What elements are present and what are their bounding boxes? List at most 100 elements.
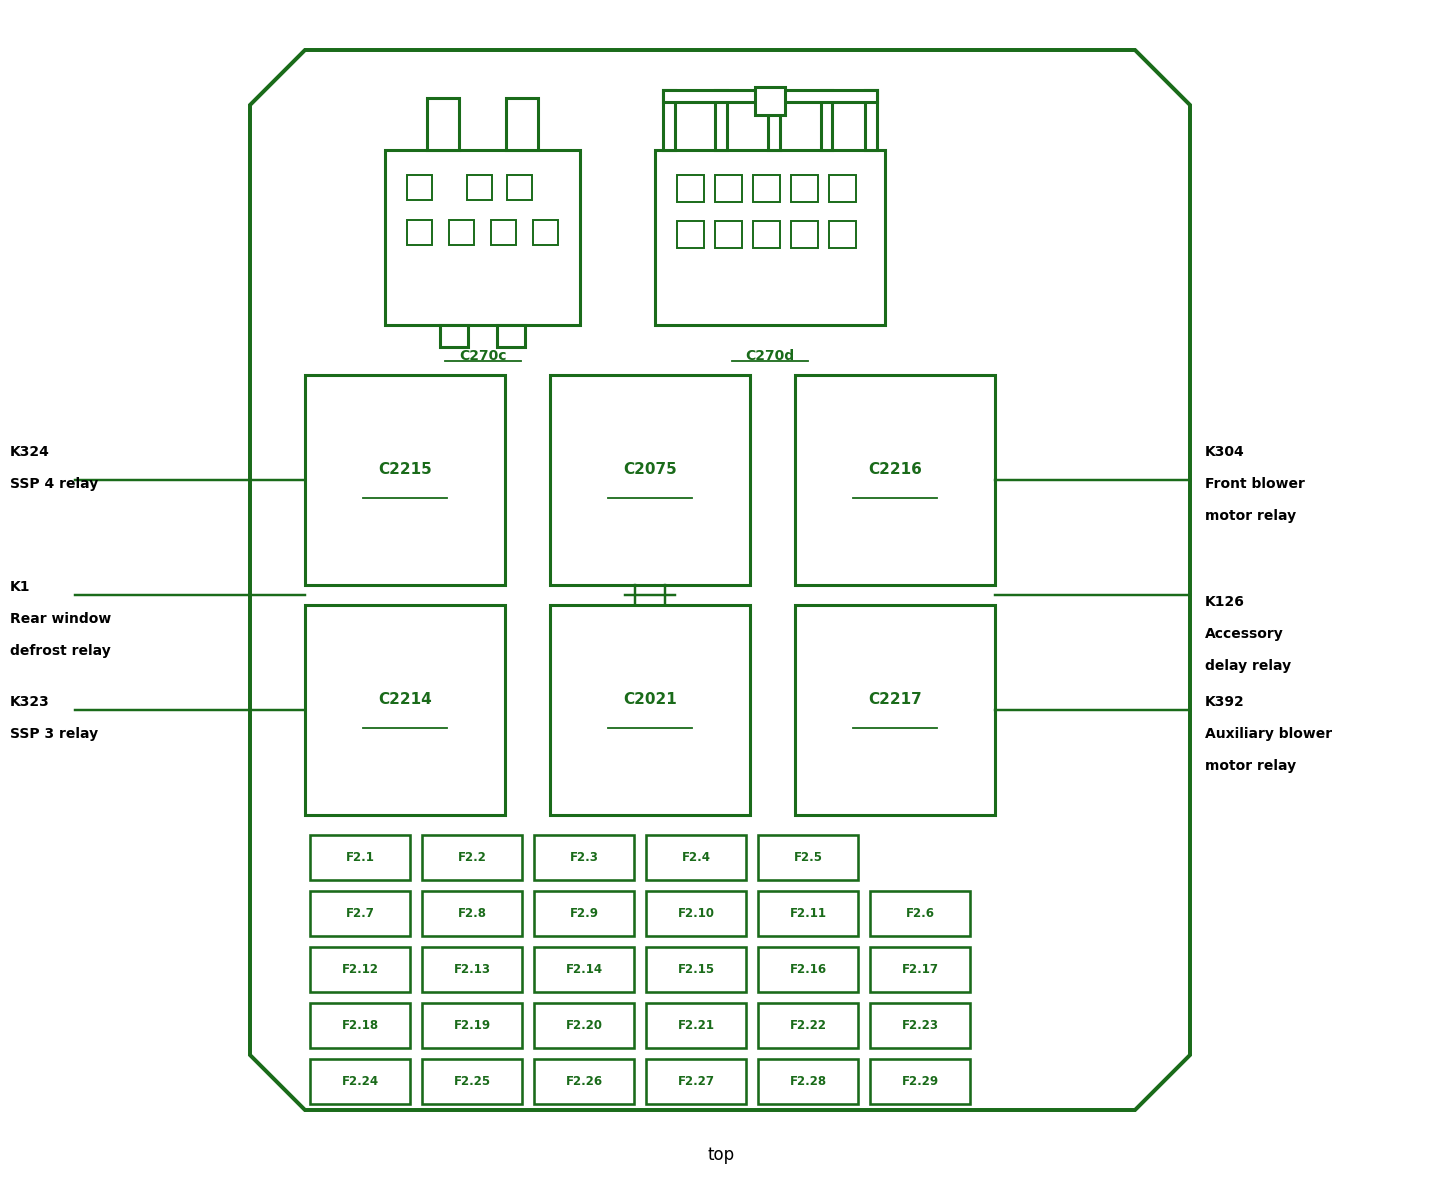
Text: K323: K323 [10,695,50,709]
Text: F2.8: F2.8 [457,907,486,920]
Bar [663,90,675,150]
Bar [663,90,877,102]
Text: Auxiliary blower: Auxiliary blower [1206,727,1332,742]
Bar [758,947,858,992]
Text: C2021: C2021 [623,692,676,708]
Bar [407,175,433,200]
Bar [310,890,410,936]
Bar [423,835,522,880]
Text: K126: K126 [1206,595,1244,608]
Bar [549,605,750,815]
Text: F2.29: F2.29 [901,1075,939,1088]
Text: C270d: C270d [746,349,795,362]
Bar [467,175,492,200]
Text: F2.14: F2.14 [565,962,603,976]
Text: K304: K304 [1206,445,1244,458]
Bar [549,374,750,584]
Bar [829,175,857,202]
Bar [676,175,704,202]
Text: F2.20: F2.20 [565,1019,603,1032]
Bar [870,947,970,992]
Bar [423,890,522,936]
Bar [423,947,522,992]
Text: F2.26: F2.26 [565,1075,603,1088]
Bar [870,1058,970,1104]
Text: F2.2: F2.2 [457,851,486,864]
Bar [829,221,857,248]
Text: C270c: C270c [459,349,506,362]
Bar [310,947,410,992]
Text: C2075: C2075 [623,462,676,478]
Bar [756,86,784,115]
Text: defrost relay: defrost relay [10,644,111,658]
Bar [795,374,995,584]
Bar [310,835,410,880]
Text: C2214: C2214 [378,692,431,708]
Bar [448,220,474,245]
Text: F2.6: F2.6 [906,907,934,920]
Text: Front blower: Front blower [1206,476,1305,491]
Text: motor relay: motor relay [1206,758,1296,773]
Text: F2.4: F2.4 [682,851,711,864]
Text: F2.27: F2.27 [678,1075,714,1088]
Bar [534,835,634,880]
Bar [534,890,634,936]
Text: F2.25: F2.25 [453,1075,490,1088]
Bar [715,175,743,202]
Bar [385,150,580,325]
Bar [407,220,433,245]
Bar [310,1058,410,1104]
Bar [423,1003,522,1048]
Text: F2.12: F2.12 [342,962,378,976]
Text: C2217: C2217 [868,692,921,708]
Text: C2216: C2216 [868,462,921,478]
Bar [506,98,538,150]
Polygon shape [249,50,1190,1110]
Bar [310,1003,410,1048]
Bar [427,98,459,150]
Text: F2.28: F2.28 [789,1075,826,1088]
Text: motor relay: motor relay [1206,509,1296,523]
Text: F2.3: F2.3 [570,851,598,864]
Text: F2.16: F2.16 [789,962,826,976]
Text: F2.13: F2.13 [453,962,490,976]
Text: F2.18: F2.18 [342,1019,379,1032]
Text: F2.24: F2.24 [342,1075,379,1088]
Bar [758,1058,858,1104]
Bar [423,1058,522,1104]
Text: F2.21: F2.21 [678,1019,714,1032]
Bar [655,150,885,325]
Text: F2.10: F2.10 [678,907,714,920]
Bar [534,1003,634,1048]
Bar [870,1003,970,1048]
Bar [646,947,746,992]
Bar [534,220,558,245]
Bar [534,947,634,992]
Bar [870,890,970,936]
Bar [769,90,780,150]
Text: F2.19: F2.19 [453,1019,490,1032]
Text: Rear window: Rear window [10,612,111,626]
Text: K1: K1 [10,580,30,594]
Bar [792,221,818,248]
Text: F2.7: F2.7 [346,907,375,920]
Bar [534,1058,634,1104]
Text: F2.11: F2.11 [790,907,826,920]
Bar [676,221,704,248]
Text: delay relay: delay relay [1206,659,1291,673]
Bar [306,374,505,584]
Text: SSP 4 relay: SSP 4 relay [10,476,98,491]
Bar [820,90,832,150]
Bar [440,325,469,347]
Bar [865,90,877,150]
Text: K392: K392 [1206,695,1244,709]
Text: F2.17: F2.17 [901,962,939,976]
Bar [646,1003,746,1048]
Text: F2.22: F2.22 [790,1019,826,1032]
Bar [753,175,780,202]
Bar [646,890,746,936]
Bar [715,221,743,248]
Text: SSP 3 relay: SSP 3 relay [10,727,98,742]
Text: F2.1: F2.1 [346,851,375,864]
Text: top: top [708,1146,734,1164]
